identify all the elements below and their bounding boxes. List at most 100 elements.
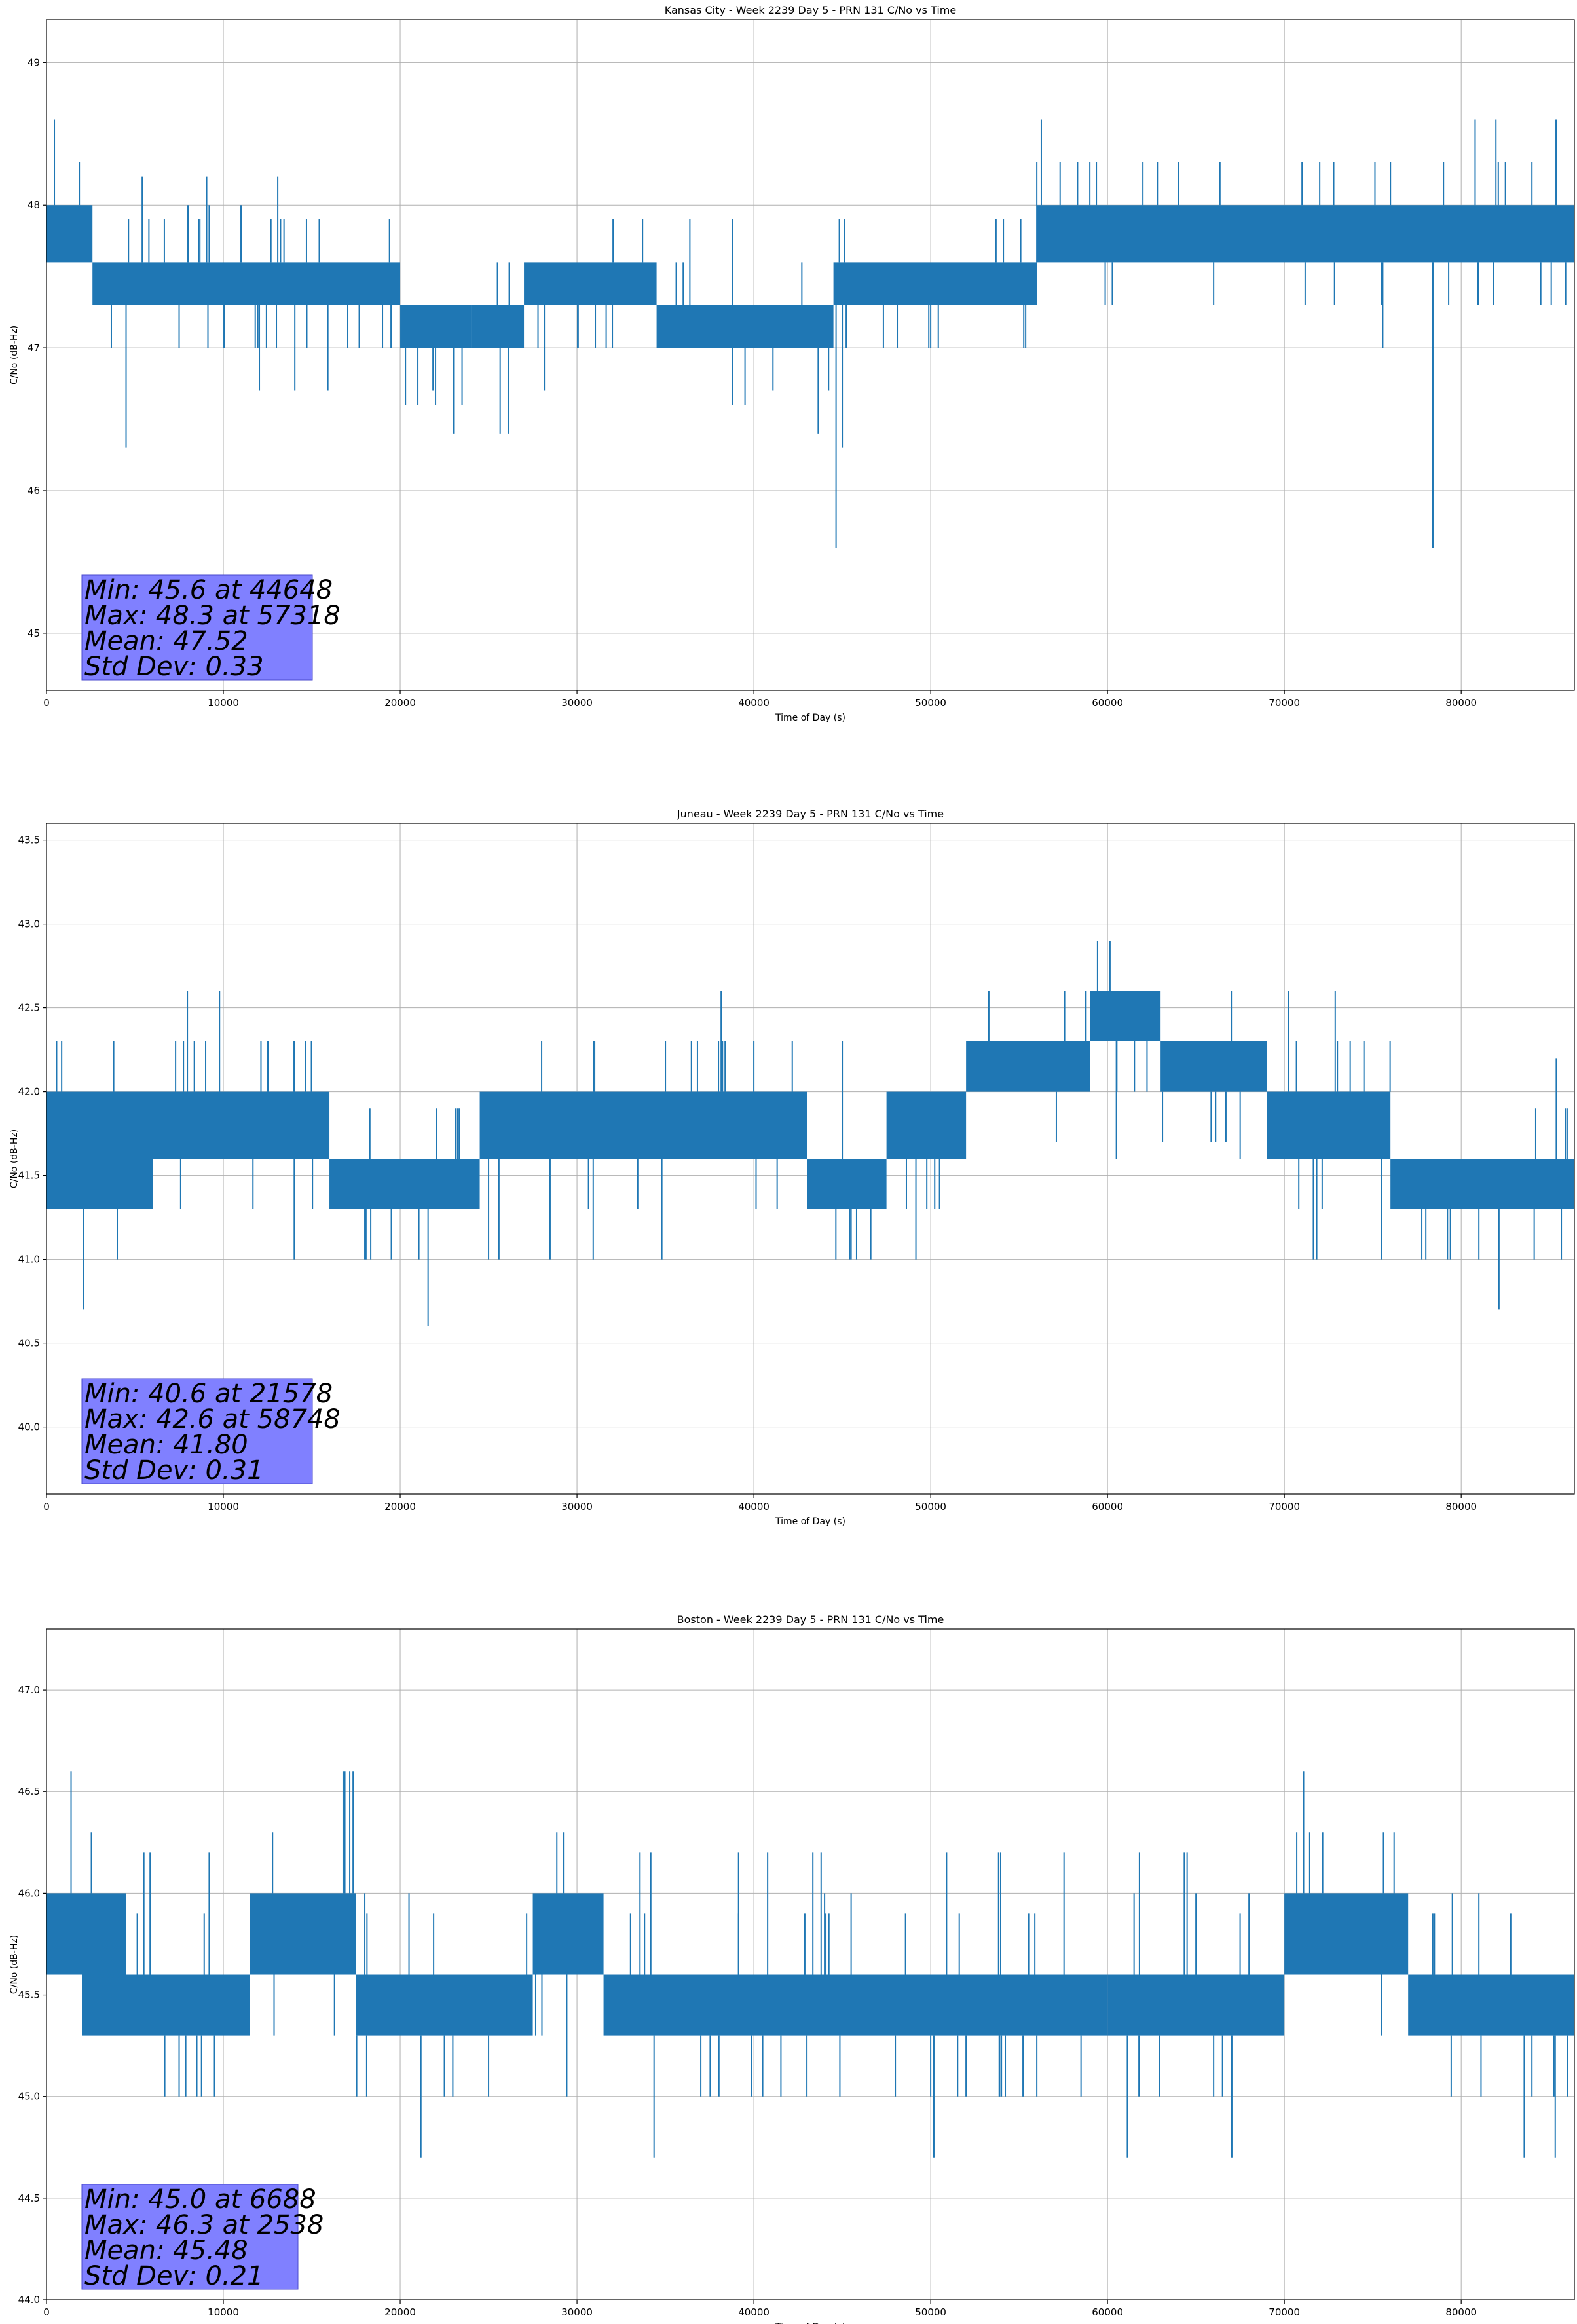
x-tick-label: 10000 (208, 697, 239, 709)
data-band (1267, 1091, 1391, 1159)
x-tick-label: 0 (43, 2306, 50, 2318)
chart-title: Kansas City - Week 2239 Day 5 - PRN 131 … (665, 4, 956, 16)
data-band (400, 305, 472, 348)
x-tick-label: 60000 (1092, 1501, 1123, 1512)
x-tick-label: 40000 (738, 2306, 770, 2318)
x-axis-label: Time of Day (s) (775, 2322, 845, 2324)
x-tick-label: 20000 (384, 1501, 416, 1512)
y-tick-label: 44.5 (18, 2192, 40, 2204)
stats-box (81, 1378, 313, 1484)
chart-title: Juneau - Week 2239 Day 5 - PRN 131 C/No … (677, 808, 944, 820)
data-band (329, 1159, 480, 1209)
data-band (82, 1893, 126, 2036)
x-axis-label: Time of Day (s) (775, 713, 845, 723)
y-tick-label: 49 (28, 56, 40, 68)
x-tick-label: 30000 (561, 1501, 593, 1512)
x-tick-label: 20000 (384, 697, 416, 709)
x-tick-label: 80000 (1445, 1501, 1477, 1512)
plot-frame (46, 1628, 1575, 2300)
y-tick-label: 47 (28, 342, 40, 354)
data-band (471, 305, 525, 348)
x-tick-label: 50000 (915, 1501, 946, 1512)
data-band (356, 1974, 533, 2036)
x-axis-label: Time of Day (s) (775, 1516, 845, 1527)
chart-title: Boston - Week 2239 Day 5 - PRN 131 C/No … (677, 1613, 944, 1626)
data-band (153, 1091, 330, 1159)
x-tick-label: 10000 (208, 1501, 239, 1512)
y-tick-label: 45 (28, 628, 40, 639)
x-tick-label: 40000 (738, 1501, 770, 1512)
y-tick-label: 48 (28, 199, 40, 211)
data-band (1090, 991, 1161, 1041)
stats-line: Max: 42.6 at 58748 (84, 1404, 341, 1434)
series-trace (46, 941, 1574, 1326)
x-tick-label: 50000 (915, 2306, 946, 2318)
y-tick-label: 45.0 (18, 2091, 40, 2103)
y-tick-label: 40.0 (18, 1421, 40, 1433)
x-tick-label: 10000 (208, 2306, 239, 2318)
data-band (46, 205, 93, 263)
data-band (1107, 1974, 1285, 2036)
data-band (250, 1893, 356, 1975)
y-axis-label: C/No (dB-Hz) (9, 1129, 20, 1188)
stats-line: Mean: 41.80 (84, 1430, 248, 1460)
data-band (1160, 1041, 1267, 1092)
x-tick-label: 70000 (1269, 697, 1300, 709)
y-tick-label: 42.5 (18, 1002, 40, 1014)
data-band (656, 305, 834, 348)
chart-2: Boston - Week 2239 Day 5 - PRN 131 C/No … (9, 1613, 1575, 2324)
y-tick-label: 46.5 (18, 1786, 40, 1797)
data-band (126, 1974, 250, 2036)
data-band (532, 1893, 604, 1975)
data-band (1284, 1893, 1409, 1975)
stats-line: Mean: 45.48 (84, 2236, 248, 2266)
y-tick-label: 44.0 (18, 2294, 40, 2306)
x-tick-label: 80000 (1445, 2306, 1477, 2318)
y-axis-label: C/No (dB-Hz) (9, 326, 20, 384)
data-band (479, 1091, 807, 1159)
x-tick-label: 0 (43, 697, 50, 709)
x-tick-label: 70000 (1269, 2306, 1300, 2318)
data-band (1408, 1974, 1574, 2036)
series-trace (46, 119, 1574, 548)
series-trace (46, 1771, 1574, 2158)
stats-box (81, 574, 313, 681)
stats-line: Max: 46.3 at 2538 (84, 2210, 324, 2240)
stats-line: Max: 48.3 at 57318 (84, 601, 341, 631)
x-tick-label: 30000 (561, 2306, 593, 2318)
x-tick-label: 60000 (1092, 697, 1123, 709)
data-band (46, 1893, 83, 1975)
y-tick-label: 46 (28, 485, 40, 497)
y-tick-label: 41.5 (18, 1170, 40, 1182)
stats-line: Std Dev: 0.31 (84, 1455, 264, 1486)
x-tick-label: 40000 (738, 697, 770, 709)
y-tick-label: 43.0 (18, 918, 40, 930)
stats-line: Min: 40.6 at 21578 (84, 1379, 333, 1409)
stats-box (81, 2184, 299, 2290)
y-axis-label: C/No (dB-Hz) (9, 1935, 20, 1994)
y-tick-label: 45.5 (18, 1989, 40, 2001)
y-tick-label: 47.0 (18, 1684, 40, 1696)
data-band (931, 1974, 1108, 2036)
plot-frame (46, 823, 1575, 1495)
stats-line: Min: 45.0 at 6688 (84, 2184, 316, 2215)
x-tick-label: 0 (43, 1501, 50, 1512)
data-band (92, 262, 401, 305)
stats-line: Std Dev: 0.33 (84, 652, 264, 682)
stats-line: Std Dev: 0.21 (84, 2261, 264, 2291)
y-tick-label: 42.0 (18, 1086, 40, 1098)
data-band (603, 1974, 931, 2036)
x-tick-label: 30000 (561, 697, 593, 709)
plot-frame (46, 19, 1575, 691)
stats-line: Min: 45.6 at 44648 (84, 575, 333, 605)
x-tick-label: 80000 (1445, 697, 1477, 709)
x-tick-label: 20000 (384, 2306, 416, 2318)
chart-0: Kansas City - Week 2239 Day 5 - PRN 131 … (9, 4, 1575, 723)
y-tick-label: 40.5 (18, 1338, 40, 1349)
data-band (1037, 205, 1574, 263)
chart-1: Juneau - Week 2239 Day 5 - PRN 131 C/No … (9, 808, 1575, 1527)
data-band (833, 262, 1037, 305)
data-band (886, 1091, 967, 1159)
data-band (807, 1159, 887, 1209)
